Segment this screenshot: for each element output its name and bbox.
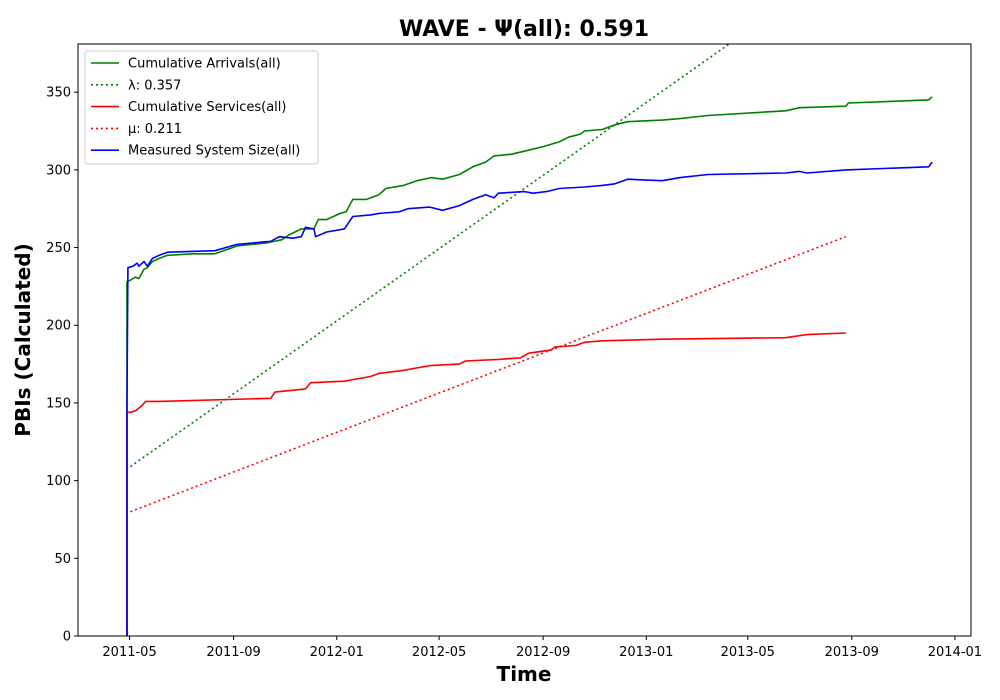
series-line-0 <box>126 96 933 636</box>
legend-label-2: Cumulative Services(all) <box>128 100 286 115</box>
legend-label-0: Cumulative Arrivals(all) <box>128 57 281 72</box>
x-tick-label: 2011-09 <box>206 645 260 660</box>
legend-label-4: Measured System Size(all) <box>128 144 300 159</box>
axes: 0 50 100 150 200 250 300 350 2011-05 2011-09 2012-… <box>46 43 982 660</box>
series-line-2 <box>126 332 846 636</box>
x-tick-label: 2012-05 <box>412 645 466 660</box>
y-tick-label: 200 <box>46 319 71 334</box>
y-tick-label: 250 <box>46 241 71 256</box>
chart-title: WAVE - Ψ(all): 0.591 <box>399 17 649 42</box>
x-axis-label: Time <box>497 662 552 686</box>
series-line-4 <box>126 161 933 636</box>
x-tick-label: 2014-01 <box>928 645 982 660</box>
series-line-1 <box>129 44 730 468</box>
series-group <box>126 44 933 636</box>
legend-box <box>84 50 319 165</box>
y-tick-label: 100 <box>46 474 71 489</box>
y-tick-label: 0 <box>63 630 71 645</box>
y-tick-label: 350 <box>46 86 71 101</box>
y-tick-label: 300 <box>46 163 71 178</box>
y-tick-label: 150 <box>46 396 71 411</box>
plot-frame <box>77 43 972 637</box>
x-tick-label: 2012-09 <box>516 645 570 660</box>
plot-area <box>126 44 933 636</box>
x-tick-label: 2011-05 <box>102 645 156 660</box>
legend-label-1: λ: 0.357 <box>128 78 181 93</box>
x-tick-label: 2012-01 <box>310 645 364 660</box>
x-tick-label: 2013-09 <box>825 645 879 660</box>
x-tick-label: 2013-05 <box>721 645 775 660</box>
legend-label-3: μ: 0.211 <box>128 122 182 137</box>
y-tick-label: 50 <box>54 552 71 567</box>
legend: Cumulative Arrivals(all) λ: 0.357 Cumulati… <box>84 50 319 165</box>
x-tick-label: 2013-01 <box>619 645 673 660</box>
y-axis-label: PBIs (Calculated) <box>11 243 35 436</box>
